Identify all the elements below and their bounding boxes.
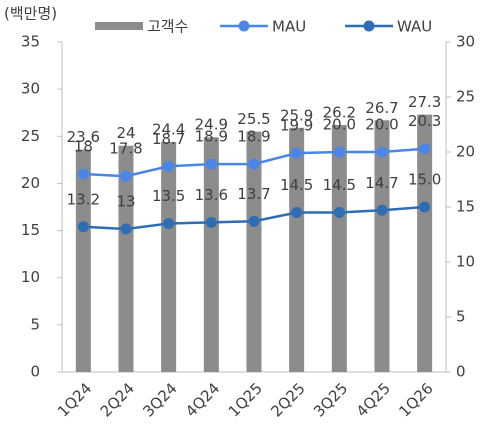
data-label: 14.5 [280,176,313,194]
bar [417,114,433,372]
data-label: 18.7 [152,130,185,148]
data-label: 25.9 [280,106,313,124]
data-label: 26.2 [323,103,356,121]
data-label: 17.8 [109,140,142,158]
marker [248,215,260,227]
marker [77,168,89,180]
marker [120,170,132,182]
data-label: 27.3 [408,93,441,111]
x-tick-label: 4Q24 [182,379,223,420]
x-tick-label: 2Q24 [97,379,138,420]
y2-tick-label: 20 [456,143,475,161]
y2-tick-label: 30 [456,33,475,51]
marker [163,160,175,172]
data-label: 20.0 [365,116,398,134]
data-label: 13.6 [195,186,228,204]
y2-tick-label: 5 [456,308,466,326]
x-tick-label: 2Q25 [267,379,308,420]
x-tick-label: 1Q24 [54,379,95,420]
marker [163,218,175,229]
y-tick-label: 20 [21,174,40,192]
data-label: 15.0 [408,171,441,189]
y-tick-label: 35 [21,33,40,51]
bar [75,149,91,372]
marker [419,143,431,155]
marker [376,204,388,216]
data-label: 23.6 [67,128,100,146]
x-tick-label: 1Q26 [395,379,436,420]
bar [374,120,390,372]
y2-tick-label: 10 [456,253,475,271]
y-tick-label: 5 [30,315,40,333]
bar [161,141,177,372]
data-label: 19.9 [280,117,313,135]
data-label: 13.5 [152,187,185,205]
data-label: 14.7 [365,174,398,192]
x-tick-label: 3Q25 [310,379,351,420]
data-label: 13.7 [237,185,270,203]
data-label: 20.0 [323,116,356,134]
data-label: 13 [116,193,135,211]
marker [291,207,303,218]
marker [120,223,132,235]
data-label: 24.9 [195,116,228,134]
y-tick-label: 0 [30,363,40,381]
legend-label: WAU [397,18,432,36]
axis-title: (백만명) [4,5,57,23]
x-tick-label: 3Q24 [139,379,180,420]
legend-swatch [95,22,143,30]
y2-tick-label: 0 [456,363,466,381]
legend-marker [363,20,375,32]
legend-label: 고객수 [147,18,188,36]
bar [331,124,347,372]
marker [291,147,303,159]
marker [205,158,217,170]
bar [246,131,262,372]
y2-tick-label: 25 [456,88,475,106]
marker [376,146,388,158]
data-label: 26.7 [365,99,398,117]
marker [205,216,217,228]
x-tick-label: 4Q25 [353,379,394,420]
x-tick-label: 1Q25 [225,379,266,420]
data-label: 24 [116,124,135,142]
y-tick-label: 15 [21,221,40,239]
data-label: 13.2 [67,190,100,208]
marker [333,146,345,158]
marker [248,158,260,170]
y2-tick-label: 15 [456,198,475,216]
bar [118,145,134,372]
legend-label: MAU [272,18,306,36]
bar [289,127,305,372]
data-label: 18.9 [195,128,228,146]
data-label: 18.9 [237,128,270,146]
data-label: 14.5 [323,176,356,194]
data-label: 20.3 [408,112,441,130]
data-label: 25.5 [237,110,270,128]
marker [419,201,431,213]
marker [77,221,89,233]
y-tick-label: 30 [21,80,40,98]
data-label: 18 [74,138,93,156]
data-label: 24.4 [152,120,185,138]
y-tick-label: 25 [21,127,40,145]
y-tick-label: 10 [21,268,40,286]
bar [203,137,219,372]
marker [333,207,345,218]
legend-marker [238,20,250,32]
